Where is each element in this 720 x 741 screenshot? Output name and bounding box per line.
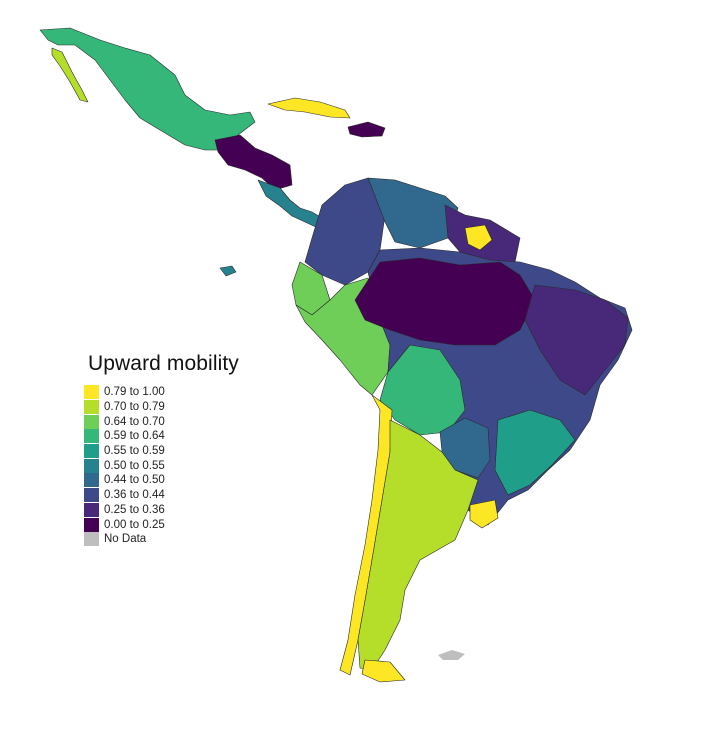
region-falklands bbox=[438, 650, 465, 660]
region-mexico bbox=[39, 27, 256, 151]
map-legend: Upward mobility 0.79 to 1.00 0.70 to 0.79… bbox=[84, 352, 284, 547]
legend-item: 0.70 to 0.79 bbox=[84, 400, 284, 415]
legend-item: 0.25 to 0.36 bbox=[84, 502, 284, 518]
legend-label: 0.70 to 0.79 bbox=[104, 401, 165, 414]
legend-label: 0.79 to 1.00 bbox=[104, 386, 165, 399]
legend-label: 0.64 to 0.70 bbox=[104, 415, 165, 428]
legend-items: 0.79 to 1.00 0.70 to 0.79 0.64 to 0.70 0.59… bbox=[84, 385, 284, 547]
legend-item: 0.50 to 0.55 bbox=[84, 458, 284, 473]
region-galapagos bbox=[219, 265, 237, 277]
legend-swatch bbox=[84, 429, 99, 444]
legend-label: 0.36 to 0.44 bbox=[104, 489, 165, 502]
legend-label: 0.00 to 0.25 bbox=[104, 518, 165, 531]
region-central-america-south bbox=[257, 179, 323, 229]
legend-swatch bbox=[84, 385, 99, 400]
legend-swatch bbox=[84, 400, 99, 415]
legend-swatch bbox=[84, 517, 99, 532]
legend-item: 0.36 to 0.44 bbox=[84, 488, 284, 503]
region-argentina bbox=[357, 419, 479, 671]
region-guatemala-honduras bbox=[214, 134, 293, 191]
legend-title: Upward mobility bbox=[88, 352, 239, 375]
legend-swatch bbox=[84, 532, 99, 547]
region-s-brazil bbox=[494, 409, 576, 496]
region-cuba bbox=[267, 97, 351, 119]
legend-swatch bbox=[84, 458, 99, 473]
legend-label: 0.55 to 0.59 bbox=[104, 445, 165, 458]
legend-item: 0.64 to 0.70 bbox=[84, 414, 284, 429]
legend-swatch bbox=[84, 473, 99, 488]
legend-item: No Data bbox=[84, 532, 284, 547]
region-uruguay bbox=[469, 499, 499, 529]
legend-item: 0.00 to 0.25 bbox=[84, 517, 284, 532]
region-tierra-del-fuego bbox=[361, 659, 406, 683]
region-baja-california bbox=[51, 47, 89, 103]
legend-label: No Data bbox=[104, 533, 147, 546]
legend-item: 0.44 to 0.50 bbox=[84, 473, 284, 488]
legend-swatch bbox=[84, 488, 99, 503]
legend-item: 0.55 to 0.59 bbox=[84, 444, 284, 459]
legend-item: 0.59 to 0.64 bbox=[84, 429, 284, 444]
legend-item: 0.79 to 1.00 bbox=[84, 385, 284, 400]
legend-label: 0.25 to 0.36 bbox=[104, 503, 165, 516]
legend-swatch bbox=[84, 444, 99, 459]
region-ne-brazil bbox=[524, 284, 629, 396]
legend-label: 0.44 to 0.50 bbox=[104, 474, 165, 487]
region-hispaniola bbox=[347, 121, 386, 138]
legend-swatch bbox=[84, 414, 99, 429]
legend-label: 0.59 to 0.64 bbox=[104, 430, 165, 443]
legend-swatch bbox=[84, 502, 99, 517]
region-suriname bbox=[464, 224, 493, 251]
legend-label: 0.50 to 0.55 bbox=[104, 459, 165, 472]
